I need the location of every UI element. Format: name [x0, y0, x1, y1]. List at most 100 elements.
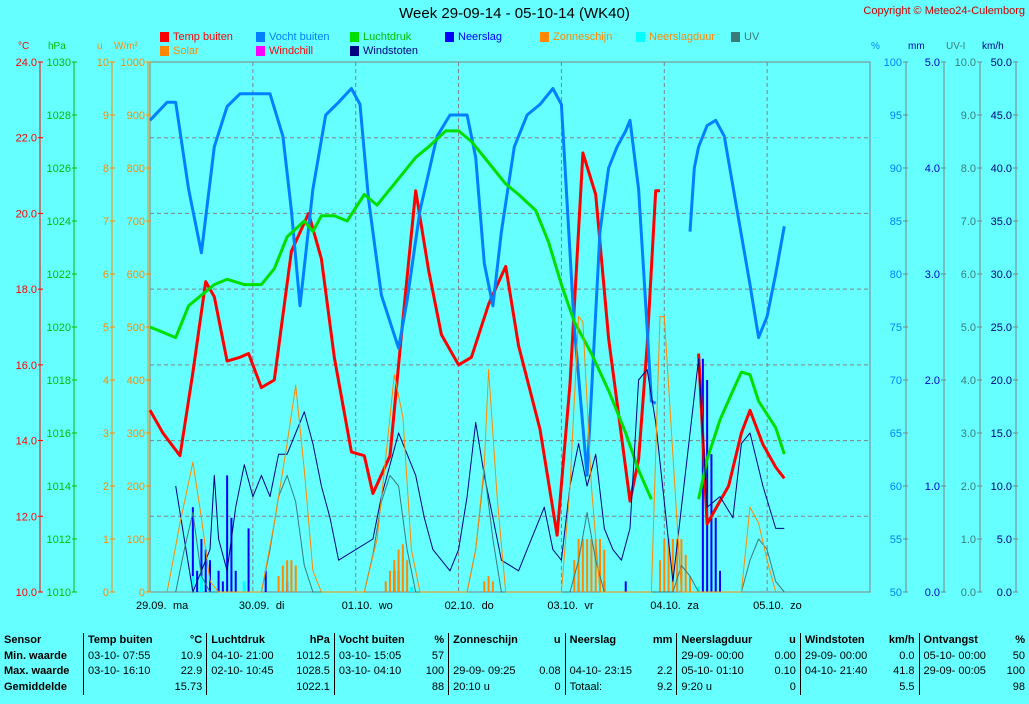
- bar-zonneschijn: [577, 539, 580, 592]
- axis-tick-label: 6: [103, 269, 109, 281]
- axis-tick-label: 9.0: [961, 110, 976, 122]
- series-line: [697, 370, 786, 500]
- legend-swatch: [160, 46, 169, 56]
- stats-cell: 50: [1012, 649, 1025, 662]
- stats-cell: mm: [652, 634, 673, 646]
- axis-tick-label: 22.0: [16, 133, 37, 145]
- bar-zonneschijn: [581, 539, 584, 592]
- stats-cell: [82, 679, 167, 695]
- x-tick-label: 30.09.: [239, 600, 270, 612]
- bar-zonneschijn: [684, 554, 687, 592]
- axis-tick-label: 40.0: [991, 163, 1012, 175]
- axis-tick-label: 24.0: [16, 57, 37, 69]
- stats-row-min: Min. waarde 03-10- 07:55 10.9 04-10- 21:…: [0, 648, 1029, 664]
- legend-item: Windstoten: [350, 45, 418, 57]
- stats-cell: 02-10- 10:45: [206, 664, 287, 680]
- stats-cell: Vocht buiten: [333, 633, 419, 649]
- stats-cell: 2.2: [657, 665, 673, 677]
- axis-tick-label: 10.0: [991, 481, 1012, 493]
- stats-cell: 04-10- 23:15: [564, 664, 646, 680]
- stats-cell: °C: [189, 634, 203, 646]
- axis-tick-label: 80: [890, 269, 902, 281]
- axis-title-rain: mm: [908, 41, 925, 52]
- axis-tick-label: 0: [103, 587, 109, 599]
- axis-tick-label: 0: [139, 587, 145, 599]
- bar-neerslagduur: [697, 586, 701, 592]
- axis-tick-label: 1000: [121, 57, 145, 69]
- axis-tick-label: 60: [890, 481, 902, 493]
- axis-tick-label: 1010: [47, 587, 71, 599]
- stats-cell: Min. waarde: [4, 649, 67, 662]
- stats-cell: Neerslagduur: [676, 633, 767, 649]
- axis-title-temp: °C: [18, 41, 30, 52]
- legend-item: Zonneschijn: [540, 31, 612, 43]
- axis-tick-label: 75: [890, 322, 902, 334]
- axis-tick-label: 9: [103, 110, 109, 122]
- axis-tick-label: 70: [890, 375, 902, 387]
- stats-cell: 1022.1: [296, 680, 330, 693]
- stats-cell: 57: [431, 649, 445, 662]
- stats-cell: 03-10- 15:05: [333, 648, 419, 664]
- axis-tick-label: 1.0: [961, 534, 976, 546]
- axis-tick-label: 1.0: [925, 481, 940, 493]
- stats-cell: 0: [554, 680, 561, 693]
- axis-tick-label: 7: [103, 216, 109, 228]
- axis-tick-label: 90: [890, 163, 902, 175]
- stats-cell: km/h: [888, 634, 915, 646]
- axis-title-wind: km/h: [982, 41, 1004, 52]
- x-tick-label: wo: [378, 600, 393, 612]
- legend-label: Zonneschijn: [553, 31, 613, 43]
- stats-cell: 20:10 u: [448, 679, 532, 695]
- chart-title: Week 29-09-14 - 05-10-14 (WK40): [399, 5, 630, 22]
- axis-tick-label: 500: [127, 322, 145, 334]
- stats-cell: hPa: [309, 634, 330, 646]
- axis-tick-label: 100: [127, 534, 145, 546]
- stats-cell: 9:20 u: [676, 679, 767, 695]
- plot-area: [149, 61, 871, 593]
- stats-cell: 98: [1012, 680, 1025, 693]
- axis-title-hum: %: [871, 41, 880, 52]
- axis-tick-label: 95: [890, 110, 902, 122]
- stats-cell: 29-09- 00:05: [918, 664, 1000, 680]
- legend-label: Solar: [173, 45, 199, 57]
- axis-tick-label: 20.0: [16, 208, 37, 220]
- stats-cell: 0.08: [539, 665, 561, 677]
- legend-item: Vocht buiten: [256, 31, 330, 43]
- bar-neerslagduur: [191, 576, 195, 592]
- axis-tick-label: 5.0: [997, 534, 1012, 546]
- stats-header-row: Sensor Temp buiten °C Luchtdruk hPa Voch…: [0, 633, 1029, 649]
- legend-label: Neerslagduur: [649, 31, 716, 43]
- bar-zonneschijn: [599, 539, 601, 592]
- axis-tick-label: 1012: [47, 534, 71, 546]
- bar-neerslag: [624, 581, 627, 592]
- axis-tick-label: 0.0: [997, 587, 1012, 599]
- axis-tick-label: 1022: [47, 269, 71, 281]
- legend-item: Neerslagduur: [636, 31, 715, 43]
- axis-tick-label: 5.0: [925, 57, 940, 69]
- bar-neerslag: [234, 570, 237, 592]
- stats-cell: 100: [425, 665, 445, 677]
- stats-cell: 0: [789, 680, 796, 693]
- axis-tick-label: 900: [127, 110, 145, 122]
- legend-swatch: [731, 32, 740, 42]
- axis-tick-label: 1: [103, 534, 109, 546]
- bar-zonneschijn: [491, 581, 494, 592]
- stats-cell: [564, 648, 646, 664]
- stats-cell: 0.10: [774, 665, 796, 677]
- axis-title-solar: W/m²: [114, 41, 138, 52]
- axis-title-uv: u: [97, 41, 103, 52]
- stats-cell: Max. waarde: [4, 665, 70, 677]
- bar-neerslag: [200, 539, 203, 592]
- stats-cell: u: [789, 634, 796, 646]
- axis-tick-label: 2.0: [961, 481, 976, 493]
- stats-cell: %: [1015, 634, 1025, 646]
- axis-tick-label: 8.0: [961, 163, 976, 175]
- bar-zonneschijn: [290, 560, 293, 592]
- x-tick-label: di: [276, 600, 285, 612]
- legend-swatch: [540, 32, 549, 42]
- axis-tick-label: 100: [884, 57, 902, 69]
- axis-tick-label: 18.0: [16, 284, 37, 296]
- bar-zonneschijn: [281, 565, 284, 592]
- bar-neerslag: [204, 549, 207, 592]
- stats-cell: 88: [431, 680, 445, 693]
